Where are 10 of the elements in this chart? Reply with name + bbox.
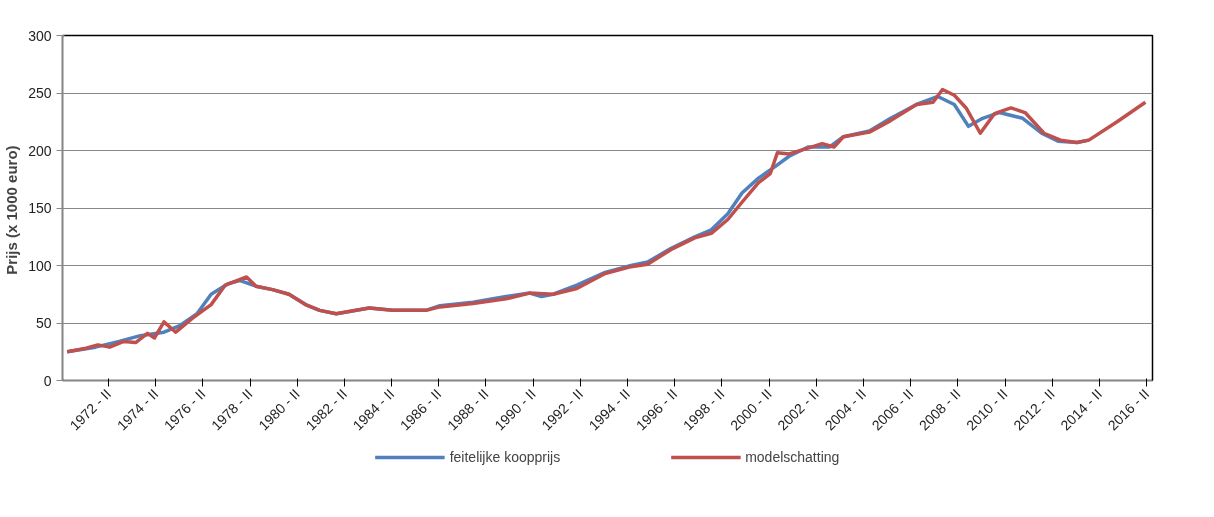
y-axis-title: Prijs (x 1000 euro)	[3, 145, 21, 275]
y-tick-label: 100	[28, 257, 52, 274]
y-tick-label: 250	[28, 85, 52, 101]
y-tick-label: 200	[28, 142, 52, 159]
y-tick-label: 300	[28, 27, 52, 44]
y-tick-label: 0	[43, 372, 52, 389]
y-tick-label: 50	[35, 315, 52, 331]
legend-label: modelschatting	[745, 449, 840, 465]
legend-label: feitelijke koopprijs	[449, 449, 561, 465]
y-tick-label: 150	[28, 200, 52, 216]
